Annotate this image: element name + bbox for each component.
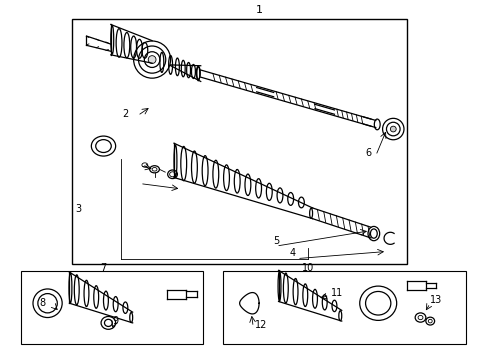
Text: 6: 6 xyxy=(365,148,371,158)
Bar xyxy=(222,271,465,344)
Text: 7: 7 xyxy=(100,262,106,273)
Text: 13: 13 xyxy=(429,295,442,305)
Text: 11: 11 xyxy=(330,288,342,297)
Ellipse shape xyxy=(148,56,156,63)
Text: 3: 3 xyxy=(75,203,81,213)
Text: 4: 4 xyxy=(289,248,296,258)
Text: 5: 5 xyxy=(272,236,279,246)
Bar xyxy=(72,19,407,264)
Text: 8: 8 xyxy=(40,298,46,308)
Text: 1: 1 xyxy=(255,5,262,15)
Text: 9: 9 xyxy=(112,316,119,326)
Text: 10: 10 xyxy=(301,262,313,273)
Text: 12: 12 xyxy=(255,320,267,330)
Bar xyxy=(21,271,203,344)
Ellipse shape xyxy=(389,126,395,132)
Text: 2: 2 xyxy=(122,109,128,119)
